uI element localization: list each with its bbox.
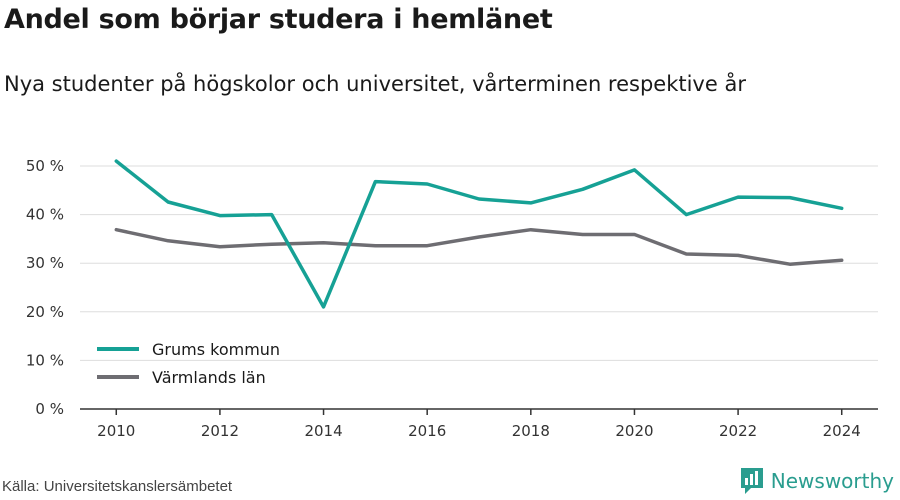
legend-label-1: Grums kommun (152, 340, 280, 359)
y-tick-label: 50 % (26, 157, 64, 175)
y-tick-label: 30 % (26, 254, 64, 272)
series-line-2 (114, 227, 844, 266)
x-tick-label: 2020 (615, 422, 653, 440)
brand-name: Newsworthy (770, 469, 894, 493)
x-tick-label: 2016 (408, 422, 446, 440)
legend-label-2: Värmlands län (152, 368, 266, 387)
line-chart: 0 % 10 % 20 % 30 % 40 % 50 % 2010 2012 2014 2016 2… (26, 157, 878, 440)
x-tick-label: 2012 (201, 422, 239, 440)
x-tick-label: 2014 (304, 422, 342, 440)
y-tick-label: 10 % (26, 351, 64, 369)
y-tick-label: 0 % (35, 400, 64, 418)
chart-subtitle: Nya studenter på högskolor och universit… (4, 72, 746, 96)
x-tick-label: 2022 (719, 422, 757, 440)
newsworthy-logo-icon (740, 468, 763, 494)
chart-title: Andel som börjar studera i hemlänet (4, 4, 553, 35)
x-tick-label: 2018 (512, 422, 550, 440)
brand-logo[interactable]: Newsworthy (739, 466, 894, 496)
series-line-1 (114, 159, 844, 309)
source-note: Källa: Universitetskanslersämbetet (2, 478, 233, 495)
x-tick-label: 2010 (97, 422, 135, 440)
y-tick-label: 20 % (26, 303, 64, 321)
y-tick-label: 40 % (26, 206, 64, 224)
x-tick-label: 2024 (823, 422, 861, 440)
